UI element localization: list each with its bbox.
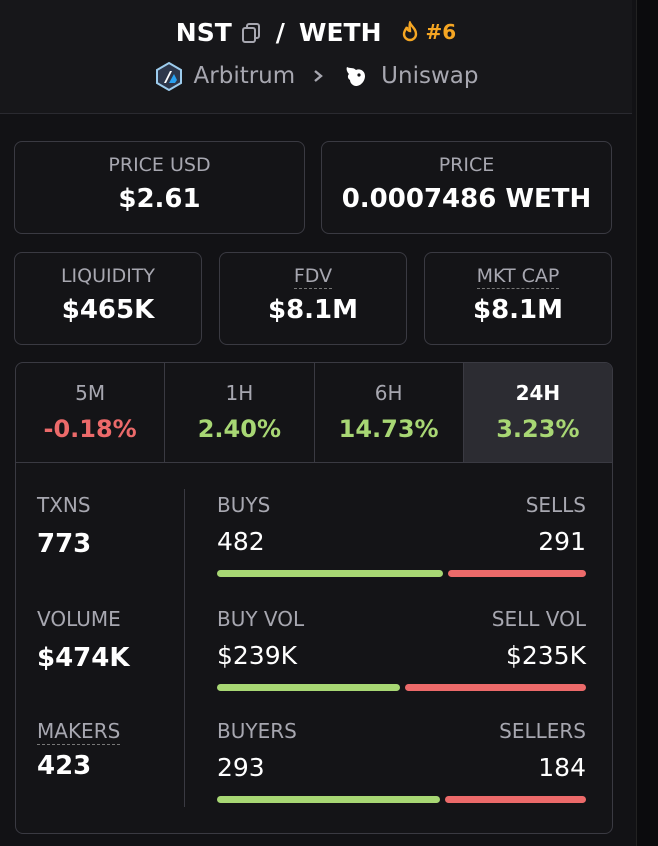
tab-change: 3.23% (496, 415, 580, 443)
tab-label: 5M (75, 381, 106, 405)
tab-6h[interactable]: 6H 14.73% (315, 363, 464, 463)
buy-vol-label: BUY VOL (217, 607, 305, 631)
volume-value: $474K (37, 643, 130, 673)
buyers-sellers-split: BUYERS SELLERS 293 184 (217, 719, 586, 803)
tab-change: 2.40% (197, 415, 281, 443)
liquidity-value: $465K (61, 295, 155, 325)
sell-ratio-fill (448, 570, 586, 577)
sells-label: SELLS (525, 493, 586, 517)
mkt-cap-value: $8.1M (472, 295, 564, 325)
makers-value: 423 (37, 751, 92, 781)
rank-value: #6 (425, 20, 457, 44)
liquidity-card: LIQUIDITY $465K (14, 252, 202, 345)
buy-vol-fill (217, 684, 400, 691)
sell-vol-fill (405, 684, 586, 691)
volume-split: BUY VOL SELL VOL $239K $235K (217, 607, 586, 691)
tab-1h[interactable]: 1H 2.40% (165, 363, 315, 463)
tab-change: -0.18% (43, 415, 137, 443)
sellers-label: SELLERS (499, 719, 586, 743)
quote-token: WETH (298, 17, 382, 47)
price-usd-card: PRICE USD $2.61 (14, 141, 305, 234)
volume-label: VOLUME (37, 607, 121, 631)
buy-sell-ratio-bar (217, 570, 586, 577)
fdv-card[interactable]: FDV $8.1M (219, 252, 407, 345)
pair-separator: / (275, 17, 285, 47)
copy-icon[interactable] (240, 21, 262, 43)
liquidity-label: LIQUIDITY (60, 265, 156, 287)
tab-5m[interactable]: 5M -0.18% (16, 363, 166, 463)
price-usd-label: PRICE USD (108, 154, 211, 176)
buyers-label: BUYERS (217, 719, 297, 743)
volume-ratio-bar (217, 684, 586, 691)
txns-stat: TXNS 773 (37, 493, 91, 559)
makers-label[interactable]: MAKERS (37, 719, 121, 745)
buyers-ratio-bar (217, 796, 586, 803)
buys-value: 482 (217, 527, 265, 556)
buys-sells-split: BUYS SELLS 482 291 (217, 493, 586, 577)
volume-stat: VOLUME $474K (37, 607, 130, 673)
buy-ratio-fill (217, 570, 443, 577)
pair-header: NST / WETH #6 Arbitrum Uniswap (0, 0, 632, 114)
base-token: NST (175, 17, 232, 47)
sellers-value: 184 (538, 753, 586, 782)
tab-label: 1H (225, 381, 254, 405)
mkt-cap-card[interactable]: MKT CAP $8.1M (424, 252, 612, 345)
fdv-label[interactable]: FDV (293, 265, 333, 289)
buy-vol-value: $239K (217, 641, 298, 670)
txn-stats-panel: TXNS 773 VOLUME $474K MAKERS 423 BUYS SE… (15, 462, 613, 834)
scrollbar[interactable] (636, 0, 658, 846)
price-usd-value: $2.61 (118, 184, 201, 214)
rank-badge[interactable]: #6 (400, 20, 457, 44)
uniswap-logo-icon (346, 67, 366, 86)
tab-label: 24H (515, 381, 561, 405)
price-card: PRICE 0.0007486 WETH (321, 141, 612, 234)
price-value: 0.0007486 WETH (341, 184, 592, 214)
chevron-right-icon (314, 70, 324, 82)
stats-divider (184, 489, 185, 807)
buyers-fill (217, 796, 440, 803)
chain-name[interactable]: Arbitrum (193, 63, 296, 89)
tab-24h[interactable]: 24H 3.23% (463, 363, 612, 463)
price-label: PRICE (438, 154, 495, 176)
mkt-cap-label[interactable]: MKT CAP (476, 265, 560, 289)
chain-breadcrumb: Arbitrum Uniswap (0, 58, 632, 94)
arbitrum-logo-icon (155, 61, 182, 91)
sellers-fill (445, 796, 586, 803)
tab-label: 6H (374, 381, 403, 405)
tab-change: 14.73% (338, 415, 439, 443)
sells-value: 291 (538, 527, 586, 556)
flame-icon (402, 21, 417, 42)
fdv-value: $8.1M (267, 295, 359, 325)
txns-value: 773 (37, 529, 92, 559)
timeframe-tabs: 5M -0.18% 1H 2.40% 6H 14.73% 24H 3.23% (15, 362, 613, 463)
dex-name[interactable]: Uniswap (381, 63, 479, 89)
txns-label: TXNS (37, 493, 91, 517)
sell-vol-label: SELL VOL (491, 607, 586, 631)
pair-title: NST / WETH #6 (0, 14, 632, 50)
buys-label: BUYS (217, 493, 271, 517)
makers-stat: MAKERS 423 (37, 719, 121, 781)
buyers-value: 293 (217, 753, 265, 782)
sell-vol-value: $235K (505, 641, 586, 670)
